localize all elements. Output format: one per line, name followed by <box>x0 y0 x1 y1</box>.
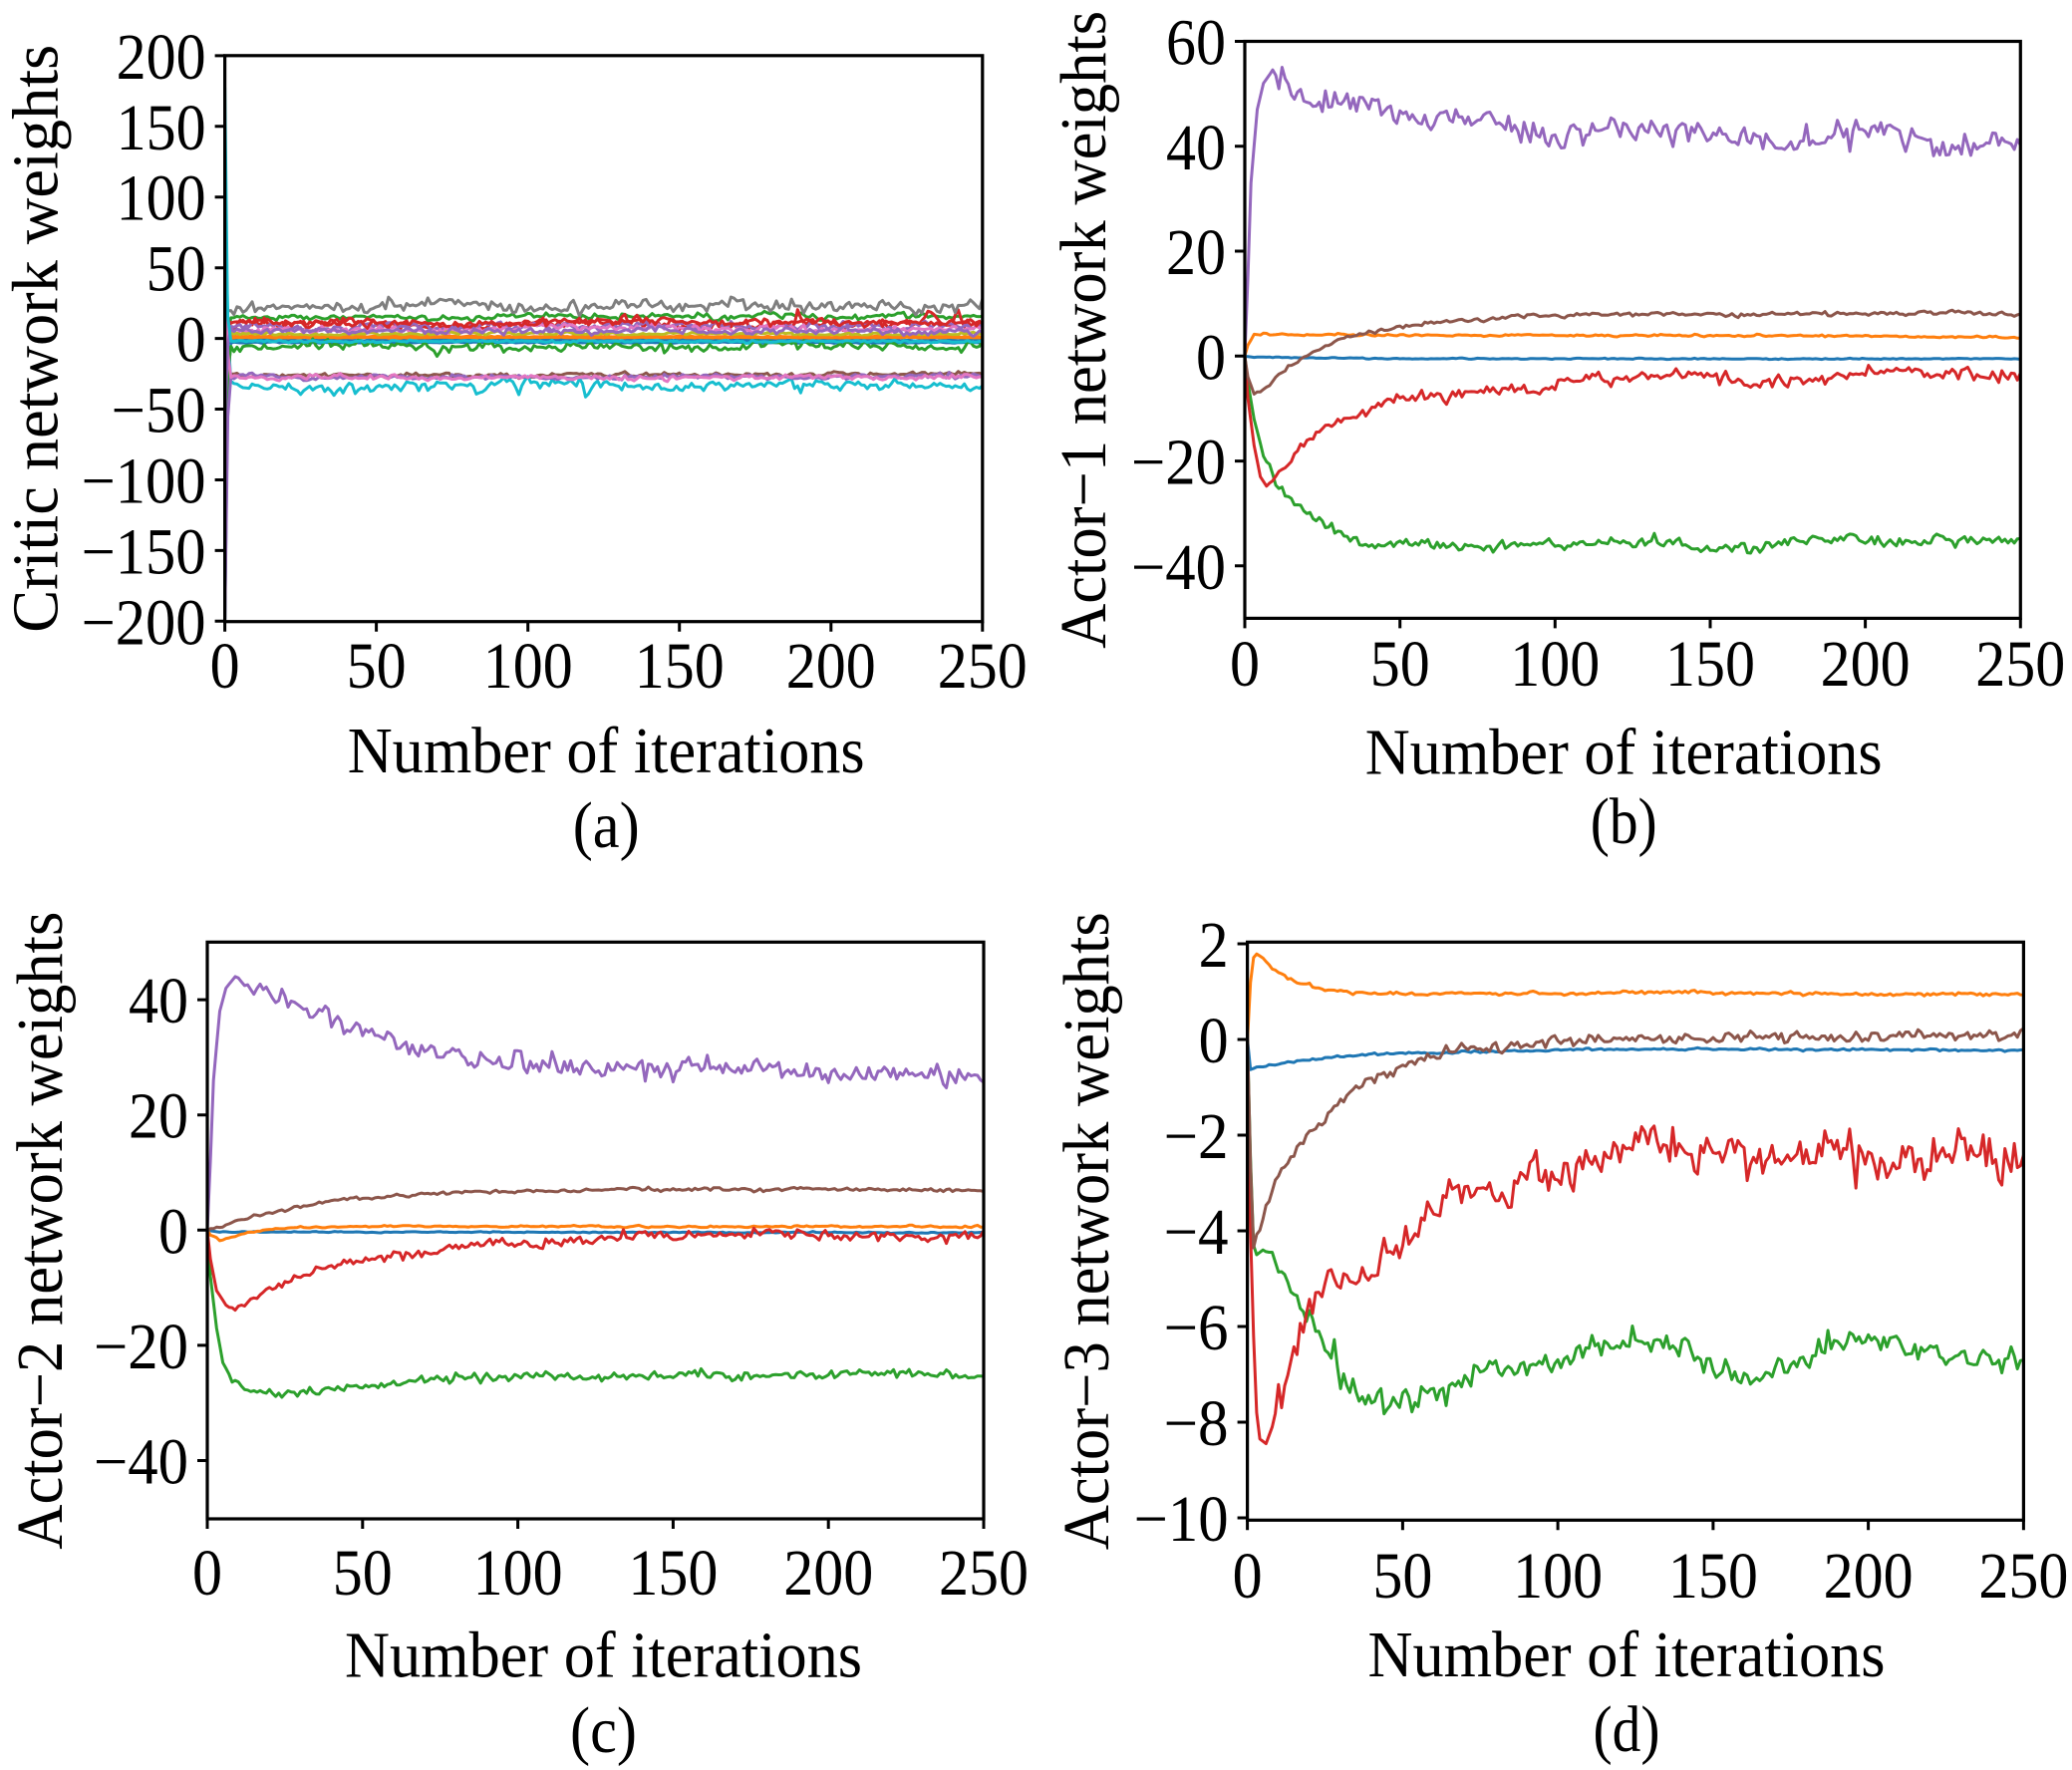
svg-text:100: 100 <box>473 1537 563 1610</box>
svg-text:Number of iterations: Number of iterations <box>345 1620 862 1692</box>
svg-text:2: 2 <box>1199 909 1229 982</box>
svg-text:Critic network weights: Critic network weights <box>0 45 73 633</box>
svg-text:20: 20 <box>1166 216 1226 289</box>
svg-text:100: 100 <box>1510 628 1600 701</box>
svg-text:250: 250 <box>1978 1540 2068 1613</box>
svg-text:50: 50 <box>333 1537 393 1610</box>
svg-text:Actor−2 network weights: Actor−2 network weights <box>4 912 77 1550</box>
svg-text:200: 200 <box>117 21 206 94</box>
svg-text:−20: −20 <box>94 1311 188 1383</box>
svg-text:0: 0 <box>1196 321 1226 394</box>
svg-text:0: 0 <box>1233 1540 1263 1613</box>
svg-text:0: 0 <box>1199 1005 1229 1077</box>
svg-text:50: 50 <box>347 630 407 703</box>
svg-text:Number of iterations: Number of iterations <box>1365 717 1883 789</box>
svg-text:Actor−1 network weights: Actor−1 network weights <box>1047 11 1120 649</box>
svg-text:50: 50 <box>1370 628 1430 701</box>
svg-text:−8: −8 <box>1164 1387 1229 1460</box>
svg-text:−10: −10 <box>1134 1483 1229 1556</box>
svg-text:200: 200 <box>786 630 876 703</box>
svg-text:60: 60 <box>1166 7 1226 80</box>
svg-text:−40: −40 <box>1131 531 1226 604</box>
svg-text:100: 100 <box>1513 1540 1603 1613</box>
svg-text:Number of iterations: Number of iterations <box>348 715 865 787</box>
svg-text:−40: −40 <box>94 1426 188 1499</box>
svg-text:250: 250 <box>939 1537 1029 1610</box>
svg-text:0: 0 <box>1230 628 1260 701</box>
svg-text:150: 150 <box>1668 1540 1758 1613</box>
svg-text:250: 250 <box>1975 628 2065 701</box>
svg-text:150: 150 <box>117 92 206 164</box>
svg-text:100: 100 <box>483 630 573 703</box>
svg-text:150: 150 <box>1665 628 1755 701</box>
svg-text:(b): (b) <box>1591 785 1657 858</box>
svg-text:250: 250 <box>938 630 1028 703</box>
svg-text:−100: −100 <box>82 445 206 518</box>
svg-text:−2: −2 <box>1164 1100 1229 1173</box>
svg-text:0: 0 <box>158 1195 188 1268</box>
svg-text:0: 0 <box>192 1537 222 1610</box>
svg-text:0: 0 <box>210 630 240 703</box>
svg-text:0: 0 <box>176 304 206 377</box>
svg-text:150: 150 <box>628 1537 718 1610</box>
svg-text:20: 20 <box>129 1080 188 1153</box>
svg-text:50: 50 <box>147 233 206 306</box>
svg-text:40: 40 <box>1166 112 1226 184</box>
svg-text:(c): (c) <box>570 1694 637 1767</box>
svg-text:Number of iterations: Number of iterations <box>1368 1619 1886 1691</box>
svg-text:(a): (a) <box>573 789 640 862</box>
svg-text:150: 150 <box>635 630 725 703</box>
svg-text:(d): (d) <box>1594 1693 1660 1766</box>
svg-text:100: 100 <box>117 162 206 235</box>
svg-text:−200: −200 <box>82 586 206 659</box>
svg-text:40: 40 <box>129 965 188 1037</box>
svg-text:−4: −4 <box>1164 1196 1229 1269</box>
svg-text:−50: −50 <box>112 375 206 447</box>
svg-text:200: 200 <box>1821 628 1911 701</box>
svg-text:200: 200 <box>783 1537 873 1610</box>
svg-text:200: 200 <box>1824 1540 1914 1613</box>
svg-text:−20: −20 <box>1131 427 1226 499</box>
svg-text:Actor−3 network weights: Actor−3 network weights <box>1050 912 1123 1550</box>
svg-text:50: 50 <box>1372 1540 1432 1613</box>
svg-text:−150: −150 <box>82 515 206 588</box>
svg-text:−6: −6 <box>1164 1292 1229 1364</box>
